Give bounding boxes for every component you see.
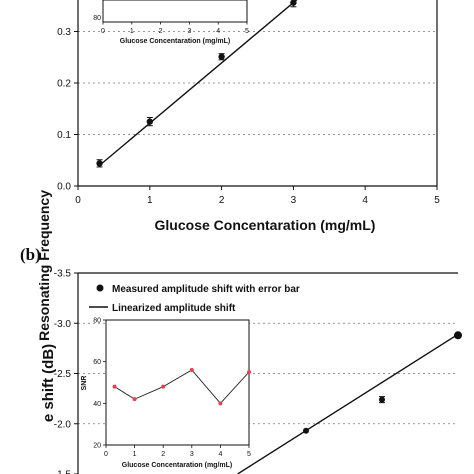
panel-b-y-tick-label: -2.5	[54, 369, 72, 380]
panel-a-inset: 80 0 1 2 3 4 5 Glucose Concentaration (mg/mL)	[93, 0, 249, 45]
panel-a-x-tick-label: 3	[291, 195, 297, 206]
panel-b-inset-point	[132, 397, 137, 402]
panel-b-y-tick-label: -2.0	[54, 419, 72, 430]
panel-b-points	[303, 331, 462, 434]
panel-b-y-axis-label: e shift (dB)	[40, 344, 57, 422]
panel-b-inset-y-label: SNR	[81, 376, 88, 391]
panel-a-fit-line	[99, 0, 298, 166]
panel-b-inset-point	[189, 368, 194, 372]
panel-b-fit-line	[237, 333, 459, 474]
panel-b-data-point	[379, 396, 385, 403]
panel-b-inset-x-tick-label: 5	[247, 451, 251, 458]
legend-marker-measured	[96, 284, 104, 292]
panel-a-y-tick-label: 0.2	[57, 79, 71, 90]
panel-a-x-tick-label: 1	[147, 195, 153, 206]
panel-b-y-tick-label: -3.0	[54, 319, 72, 330]
panel-b-grid	[78, 322, 458, 425]
panel-a-x-tick-label: 4	[362, 195, 368, 206]
panel-b-inset-x-tick-label: 2	[161, 451, 165, 458]
panel-a-x-tick-label: 5	[434, 195, 440, 206]
panel-a-inset-x-ticks: 0 1 2 3 4 5	[101, 22, 249, 35]
panel-b: (b) -3.5 -3.0 -2.5 -2.0 -1.5 e shift (dB) Me…	[20, 245, 462, 474]
panel-a-y-ticks: 0.0 0.1 0.2 0.3	[57, 27, 78, 193]
panel-b-inset-point	[161, 384, 166, 389]
panel-b-label: (b)	[20, 245, 41, 264]
panel-b-inset-point	[218, 401, 223, 406]
panel-a-grid	[78, 31, 437, 135]
panel-b-inset-y-tick-label: 80	[93, 318, 101, 325]
panel-a-points	[96, 0, 297, 168]
panel-b-inset-x-tick-label: 4	[218, 451, 222, 458]
panel-b-inset: 20 40 60 80 0 1 2 3 4 5 SNR Glucose Concentarati…	[81, 318, 251, 470]
panel-a-inset-x-tick-label: 0	[101, 28, 105, 35]
panel-a-x-axis-label: Glucose Concentaration (mg/mL)	[155, 217, 376, 233]
panel-b-inset-y-ticks: 20 40 60 80	[93, 318, 106, 450]
panel-a-inset-x-label: Glucose Concentaration (mg/mL)	[120, 38, 230, 45]
panel-b-y-tick-label: -3.5	[54, 269, 72, 280]
panel-a-inset-x-tick-label: 5	[245, 28, 249, 35]
panel-b-inset-y-tick-label: 20	[93, 443, 101, 450]
panel-b-inset-line	[114, 369, 250, 405]
panel-b-inset-y-tick-label: 60	[93, 359, 101, 366]
panel-a-data-point	[218, 53, 225, 60]
panel-b-inset-x-tick-label: 3	[190, 451, 194, 458]
panel-b-inset-x-ticks: 0 1 2 3 4 5	[104, 445, 251, 458]
panel-a-data-point	[96, 160, 103, 167]
panel-b-inset-x-label: Glucose Concentaration (mg/mL)	[122, 462, 232, 469]
panel-a-inset-y-tick: 80	[93, 15, 101, 22]
panel-b-inset-series	[112, 368, 251, 406]
panel-b-y-tick-label: -1.5	[54, 470, 72, 474]
panel-b-inset-point	[247, 370, 251, 375]
panel-a-inset-frame	[102, 0, 248, 23]
panel-b-inset-point	[112, 384, 117, 389]
panel-a-inset-x-tick-label: 1	[130, 28, 134, 35]
panel-b-legend: Measured amplitude shift with error bar …	[89, 284, 300, 314]
panel-b-inset-x-tick-label: 0	[104, 451, 108, 458]
panel-a-data-point	[290, 0, 297, 6]
panel-a-x-tick-label: 0	[75, 195, 81, 206]
panel-a-y-tick-label: 0.0	[57, 182, 71, 193]
panel-a-x-tick-label: 2	[219, 195, 225, 206]
panel-a-y-axis-label: Resonating Frequency	[36, 190, 52, 341]
panel-a-inset-x-tick-label: 2	[159, 28, 163, 35]
panel-b-fit-line-path	[237, 333, 459, 474]
panel-a-y-tick-label: 0.3	[57, 27, 71, 38]
legend-label-linearized: Linearized amplitude shift	[112, 303, 236, 314]
panel-a-fit-line-path	[99, 0, 298, 166]
panel-a: 0 1 2 3 4 5 0.0 0.1 0.2 0.3 Glucose Concentarati…	[36, 0, 440, 341]
panel-b-inset-y-tick-label: 40	[93, 401, 101, 408]
panel-a-y-tick-label: 0.1	[57, 130, 71, 141]
panel-a-data-point	[146, 118, 153, 125]
panel-a-x-ticks: 0 1 2 3 4 5	[75, 186, 440, 206]
panel-b-inset-frame	[105, 319, 250, 446]
legend-label-measured: Measured amplitude shift with error bar	[112, 284, 300, 295]
panel-a-inset-x-tick-label: 3	[187, 28, 191, 35]
panel-b-data-point	[303, 427, 309, 434]
panel-a-inset-x-tick-label: 4	[216, 28, 220, 35]
panel-b-y-ticks: -3.5 -3.0 -2.5 -2.0 -1.5	[54, 269, 78, 474]
panel-b-data-point	[454, 331, 462, 340]
panel-b-inset-x-tick-label: 1	[133, 451, 137, 458]
